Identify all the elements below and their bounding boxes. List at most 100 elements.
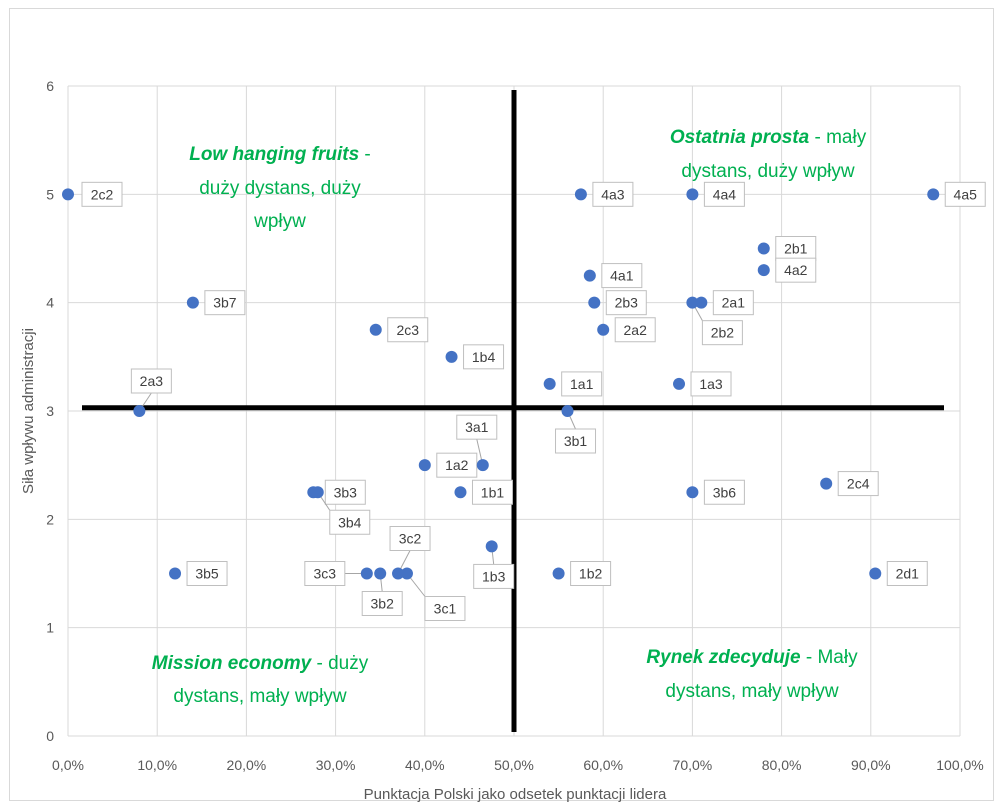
data-point <box>574 188 587 201</box>
data-label-box <box>570 561 612 586</box>
quadrant-top-right-suffix: - mały <box>809 127 867 148</box>
data-point <box>686 486 699 499</box>
data-label: 4a1 <box>610 268 634 284</box>
data-label: 1a2 <box>445 457 469 473</box>
y-tick-label: 5 <box>46 186 54 202</box>
quadrant-label-bottom-right: Rynek zdecyduje - Mały dystans, mały wpł… <box>646 647 858 702</box>
x-tick-label: 70,0% <box>673 757 713 773</box>
quadrant-label-top-left: Low hanging fruits - duży dystans, duży … <box>189 144 371 232</box>
quadrant-bottom-left-title: Mission economy <box>152 653 313 674</box>
data-label: 1a3 <box>699 376 723 392</box>
y-tick-label: 2 <box>46 511 54 527</box>
data-label: 2a2 <box>624 322 648 338</box>
data-label-box <box>703 181 745 207</box>
data-label: 2b3 <box>615 295 639 311</box>
quadrant-top-right-line2: dystans, duży wpływ <box>681 161 854 182</box>
data-point <box>757 242 770 255</box>
data-label: 4a4 <box>713 186 737 202</box>
data-label: 2d1 <box>896 566 920 582</box>
data-label-box <box>304 561 346 586</box>
data-label: 3b7 <box>213 295 237 311</box>
data-label-box <box>329 509 371 535</box>
data-point <box>561 405 574 417</box>
data-point <box>543 377 556 390</box>
data-label: 3c2 <box>399 531 422 547</box>
data-point <box>360 567 373 580</box>
data-label: 3a1 <box>465 419 489 435</box>
data-label-box <box>463 344 505 370</box>
x-tick-label: 50,0% <box>494 757 534 773</box>
data-label: 2a1 <box>722 295 746 311</box>
data-label: 3b6 <box>713 484 737 500</box>
data-point <box>588 296 601 309</box>
quadrant-top-left-line2: duży dystans, duży <box>199 178 361 199</box>
x-tick-label: 80,0% <box>762 757 802 773</box>
data-point <box>757 264 770 277</box>
svg-text:Rynek zdecyduje - Mały: Rynek zdecyduje - Mały <box>646 647 858 668</box>
data-label-box <box>592 181 634 207</box>
quadrant-top-left-title: Low hanging fruits <box>189 144 359 165</box>
data-point <box>927 188 940 201</box>
data-label: 1b4 <box>472 349 496 365</box>
chart-frame <box>9 8 994 801</box>
data-label: 1b2 <box>579 566 603 582</box>
data-label-box <box>555 428 597 454</box>
quadrant-bottom-right-line2: dystans, mały wpływ <box>665 681 838 702</box>
data-label-box <box>186 561 228 586</box>
data-point <box>186 296 199 309</box>
data-label-box <box>703 479 745 505</box>
data-label: 4a5 <box>954 186 978 202</box>
data-point <box>583 269 596 282</box>
data-point <box>133 405 146 417</box>
y-tick-label: 3 <box>46 403 54 419</box>
x-tick-label: 10,0% <box>137 757 177 773</box>
y-tick-label: 0 <box>46 728 54 744</box>
data-label-box <box>81 181 123 207</box>
data-label-box <box>601 263 643 289</box>
y-tick-label: 1 <box>46 620 54 636</box>
data-point <box>369 323 382 336</box>
data-label-box <box>614 317 656 343</box>
data-point <box>169 567 182 580</box>
data-point <box>869 567 882 580</box>
quadrant-label-top-right: Ostatnia prosta - mały dystans, duży wpł… <box>670 127 867 182</box>
y-tick-label: 6 <box>46 78 54 94</box>
data-label-box <box>561 371 603 397</box>
x-tick-label: 30,0% <box>316 757 356 773</box>
data-point <box>400 567 413 580</box>
data-label-box <box>944 181 986 207</box>
data-label-box <box>436 452 478 478</box>
data-label-box <box>204 290 246 316</box>
data-label-box <box>424 596 466 621</box>
data-point <box>820 477 833 490</box>
data-label-box <box>456 414 498 440</box>
svg-text:Low hanging fruits -: Low hanging fruits - <box>189 144 371 165</box>
data-point <box>445 350 458 363</box>
x-tick-label: 60,0% <box>583 757 623 773</box>
data-label: 3b1 <box>564 433 588 449</box>
data-label: 3c3 <box>314 566 337 582</box>
x-tick-label: 20,0% <box>227 757 267 773</box>
data-point <box>392 567 405 580</box>
data-label: 3b5 <box>195 566 219 582</box>
quadrant-bottom-right-suffix: - Mały <box>801 647 859 668</box>
x-axis-title: Punktacja Polski jako odsetek punktacji … <box>364 786 667 803</box>
data-label-box <box>387 317 429 343</box>
svg-text:Mission economy - duży: Mission economy - duży <box>152 653 369 674</box>
data-point <box>597 323 610 336</box>
data-label: 3b3 <box>334 484 358 500</box>
y-tick-label: 4 <box>46 295 54 311</box>
data-label-box <box>837 471 879 497</box>
quadrant-label-bottom-left: Mission economy - duży dystans, mały wpł… <box>152 653 369 707</box>
data-label: 3b4 <box>338 514 362 530</box>
data-label: 3c1 <box>434 601 457 617</box>
data-label-box <box>471 479 513 505</box>
data-point <box>476 459 489 472</box>
x-tick-label: 90,0% <box>851 757 891 773</box>
data-label-box <box>712 290 754 316</box>
data-point <box>454 486 467 499</box>
data-label: 2c4 <box>847 476 870 492</box>
data-point <box>485 540 498 553</box>
